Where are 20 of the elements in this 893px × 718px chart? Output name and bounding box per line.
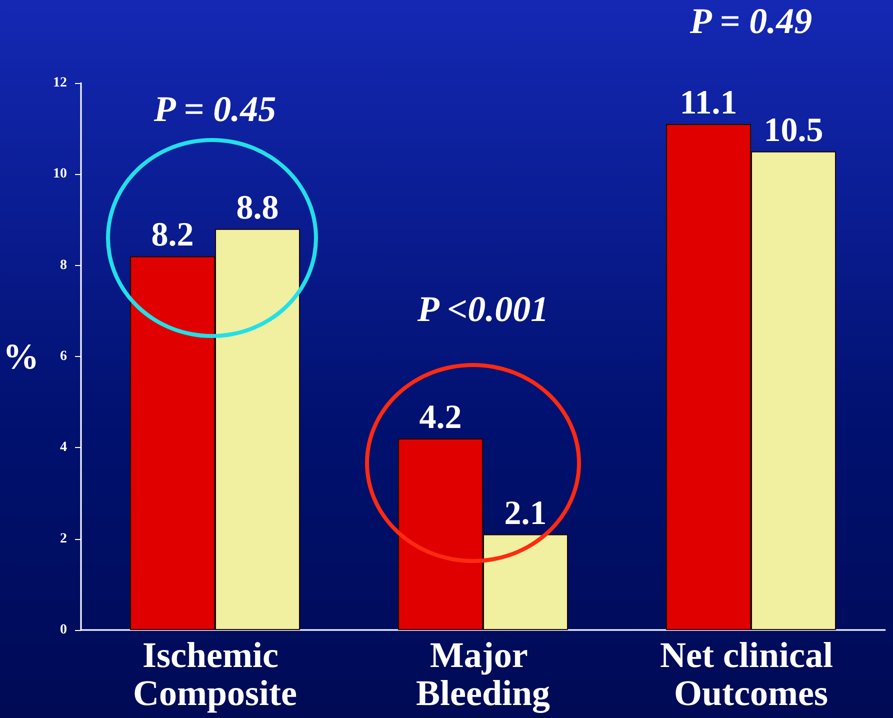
x-tick-label: Major Bleeding [416, 635, 550, 713]
x-tick-label: Net clinical Outcomes [660, 635, 842, 713]
data-label: 4.2 [419, 399, 462, 436]
y-axis-title: % [3, 336, 39, 376]
y-tick-label: 8 [60, 258, 67, 273]
annotation: P = 0.45 [154, 88, 276, 130]
y-tick-label: 6 [60, 349, 67, 364]
y-tick-label: 0 [60, 622, 67, 638]
data-label: 2.1 [504, 494, 547, 532]
data-label: 8.2 [151, 216, 194, 254]
y-tick-label: 10 [53, 166, 67, 182]
annotation: P <0.001 [417, 288, 549, 330]
y-tick-label: 12 [53, 76, 67, 90]
text: P = 0.49 [690, 0, 812, 42]
data-label: 8.8 [236, 189, 279, 226]
data-label: 11.1 [680, 84, 738, 122]
y-tick-label: 2 [60, 531, 67, 546]
y-tick-label: 4 [60, 440, 67, 456]
x-tick-label: Ischemic Composite [133, 635, 298, 713]
data-label: 10.5 [764, 112, 824, 149]
